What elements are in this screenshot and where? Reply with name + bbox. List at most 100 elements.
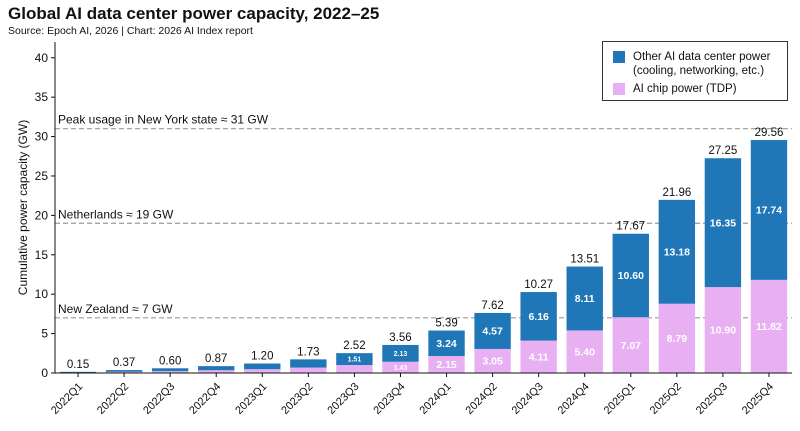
data-label-other-power: 3.24 (436, 338, 457, 350)
data-label-other-power: 8.11 (575, 293, 595, 305)
legend-item-chip-power: AI chip power (TDP) (613, 82, 737, 96)
y-tick-label: 15 (35, 248, 49, 262)
bar-other-power (474, 312, 511, 349)
bar-chip-power (336, 365, 373, 373)
data-label-other-power: 2.13 (394, 351, 408, 358)
x-tick-label: 2024Q2 (464, 381, 500, 417)
bar-chip-power (474, 348, 511, 373)
bar-chip-power (382, 361, 419, 373)
bar-chip-power (658, 303, 696, 373)
data-label-total: 1.73 (297, 346, 319, 358)
bar-other-power (105, 370, 143, 372)
data-label-total: 7.62 (481, 300, 503, 312)
x-tick-label: 2022Q3 (141, 381, 177, 417)
x-tick-label: 2025Q2 (648, 381, 684, 417)
legend-label-chip-power: AI chip power (TDP) (633, 83, 737, 95)
bar-other-power (336, 353, 373, 366)
legend-label-other-power-line1: Other AI data center power (633, 51, 771, 63)
data-label-total: 3.56 (389, 332, 411, 344)
x-tick-label: 2023Q1 (233, 381, 269, 417)
data-label-chip-power: 8.79 (667, 333, 688, 345)
data-label-total: 21.96 (662, 187, 691, 199)
y-tick-label: 0 (41, 366, 48, 380)
legend-swatch-other-power (613, 51, 625, 63)
bar-other-power (704, 158, 742, 288)
x-tick-label: 2025Q1 (602, 381, 638, 417)
data-label-other-power: 13.18 (664, 246, 690, 258)
bar-chip-power (151, 371, 189, 373)
data-label-total: 0.37 (113, 357, 135, 369)
data-label-total: 5.39 (435, 318, 457, 330)
bar-other-power (382, 344, 419, 362)
x-tick-label: 2022Q1 (49, 381, 85, 417)
x-tick-label: 2023Q3 (325, 381, 361, 417)
bar-chip-power (290, 367, 327, 373)
bar-chip-power (612, 317, 649, 373)
x-tick-label: 2024Q3 (510, 381, 546, 417)
chart-title: Global AI data center power capacity, 20… (8, 4, 380, 23)
data-label-other-power: 16.35 (710, 217, 736, 229)
data-label-total: 2.52 (343, 340, 365, 352)
data-label-chip-power: 7.07 (621, 340, 642, 352)
data-label-other-power: 4.57 (482, 326, 503, 338)
data-label-chip-power: 4.11 (529, 351, 549, 363)
bar-other-power (520, 292, 557, 341)
data-label-total: 13.51 (570, 254, 599, 266)
y-tick-label: 5 (41, 327, 48, 341)
data-label-other-power: 17.74 (756, 205, 782, 217)
legend-label-other-power-line2: (cooling, networking, etc.) (633, 65, 765, 77)
bar-other-power (566, 266, 603, 331)
y-axis-label: Cumulative power capacity (GW) (16, 120, 30, 295)
data-label-total: 1.20 (251, 351, 273, 363)
reference-line-label: Peak usage in New York state ≈ 31 GW (58, 113, 269, 127)
y-tick-label: 35 (35, 90, 49, 104)
data-label-other-power: 1.51 (348, 357, 362, 364)
data-label-total: 17.67 (616, 221, 645, 233)
reference-line-label: New Zealand ≈ 7 GW (58, 302, 173, 316)
bar-chip-power (566, 330, 603, 373)
bar-other-power (151, 368, 189, 372)
data-label-chip-power: 1.43 (394, 365, 408, 372)
y-tick-label: 30 (35, 130, 49, 144)
bar-chip-power (105, 371, 143, 373)
y-tick-label: 10 (35, 287, 49, 301)
data-label-chip-power: 11.82 (756, 321, 782, 333)
bar-other-power (59, 371, 97, 373)
x-tick-label: 2022Q2 (95, 381, 131, 417)
data-label-total: 0.15 (67, 359, 89, 371)
bar-other-power (428, 330, 465, 357)
reference-line-label: Netherlands ≈ 19 GW (58, 207, 174, 221)
data-label-chip-power: 10.90 (710, 325, 736, 337)
bar-chip-power (428, 356, 465, 373)
data-label-other-power: 6.16 (528, 311, 549, 323)
y-tick-label: 40 (35, 51, 49, 65)
x-tick-label: 2025Q3 (694, 381, 730, 417)
data-label-total: 0.60 (159, 355, 181, 367)
x-tick-label: 2025Q4 (740, 381, 776, 417)
legend-label-other-power: Other AI data center power (cooling, net… (633, 50, 770, 78)
legend-item-other-power: Other AI data center power (cooling, net… (613, 50, 770, 78)
bar-chip-power (244, 369, 281, 373)
bar-other-power (750, 140, 788, 280)
bar-chip-power (198, 370, 235, 373)
data-label-total: 10.27 (524, 279, 553, 291)
data-label-total: 0.87 (205, 353, 227, 365)
x-tick-label: 2023Q2 (279, 381, 315, 417)
bar-chip-power (750, 279, 788, 373)
x-tick-label: 2022Q4 (187, 381, 223, 417)
x-tick-label: 2024Q4 (556, 381, 592, 417)
bar-other-power (612, 233, 649, 318)
x-tick-label: 2023Q4 (371, 381, 407, 417)
data-label-total: 27.25 (709, 145, 738, 157)
data-label-other-power: 10.60 (618, 270, 644, 282)
bar-chip-power (704, 287, 742, 373)
x-tick-label: 2024Q1 (417, 381, 453, 417)
y-tick-label: 20 (35, 208, 49, 222)
bar-chip-power (520, 340, 557, 373)
bar-other-power (658, 199, 696, 304)
bar-other-power (290, 359, 327, 368)
data-label-total: 29.56 (755, 127, 784, 139)
bar-other-power (244, 363, 281, 370)
data-label-chip-power: 5.40 (575, 346, 596, 358)
